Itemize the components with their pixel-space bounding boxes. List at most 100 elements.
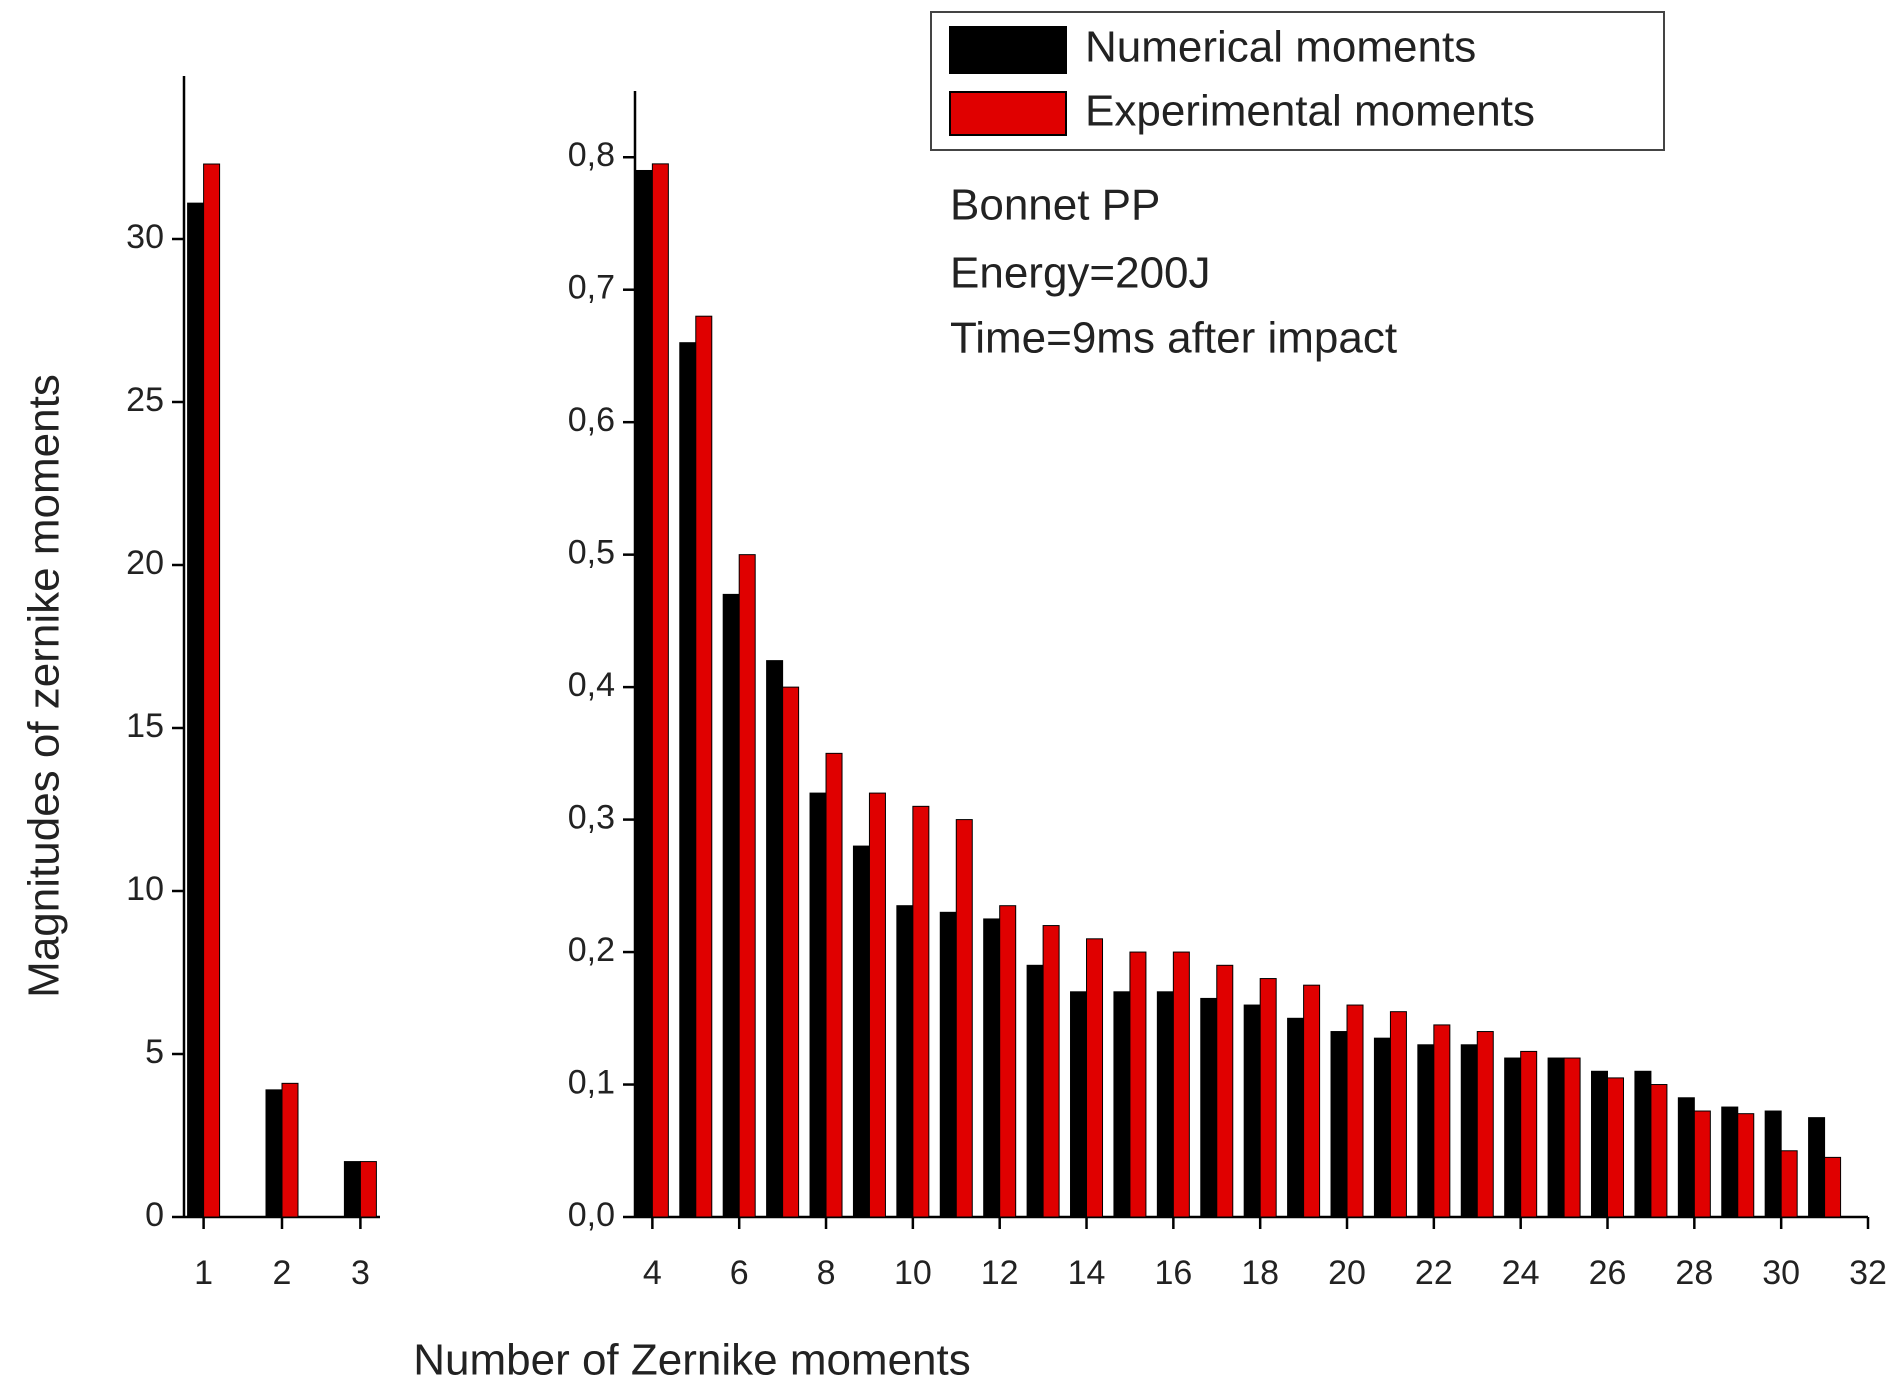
bar bbox=[1504, 1057, 1522, 1218]
bar bbox=[766, 660, 784, 1218]
bar bbox=[1259, 978, 1277, 1218]
x-tick-label: 1 bbox=[194, 1254, 213, 1292]
bar bbox=[1547, 1057, 1565, 1218]
bar bbox=[1591, 1070, 1609, 1218]
bar bbox=[896, 905, 914, 1218]
y-axis-label: Magnitudes of zernike moments bbox=[20, 374, 69, 998]
x-tick-label: 2 bbox=[273, 1254, 292, 1292]
bar bbox=[1721, 1106, 1739, 1218]
bar bbox=[1086, 938, 1104, 1218]
bar bbox=[1070, 991, 1088, 1218]
x-tick-label: 24 bbox=[1502, 1254, 1540, 1292]
x-tick-label: 4 bbox=[643, 1254, 662, 1292]
y-tick-label: 0,8 bbox=[568, 136, 615, 174]
bar bbox=[1764, 1110, 1782, 1218]
bar bbox=[1346, 1004, 1364, 1218]
bar bbox=[1243, 1004, 1261, 1218]
x-tick-label: 28 bbox=[1675, 1254, 1713, 1292]
bar bbox=[1303, 984, 1321, 1218]
annotation: Bonnet PP bbox=[950, 181, 1160, 230]
bar bbox=[1476, 1031, 1494, 1218]
bar bbox=[1780, 1150, 1798, 1218]
bar bbox=[343, 1161, 361, 1218]
bar bbox=[695, 315, 713, 1218]
bar bbox=[1172, 951, 1190, 1218]
bar bbox=[265, 1089, 283, 1218]
x-tick-label: 30 bbox=[1762, 1254, 1800, 1292]
y-tick-label: 15 bbox=[126, 707, 164, 745]
y-tick-label: 25 bbox=[126, 381, 164, 419]
bar bbox=[1389, 1011, 1407, 1218]
bar bbox=[635, 169, 653, 1218]
bar bbox=[1607, 1077, 1625, 1218]
x-tick-label: 22 bbox=[1415, 1254, 1453, 1292]
x-tick-label: 32 bbox=[1849, 1254, 1887, 1292]
bar bbox=[1520, 1050, 1538, 1218]
y-tick-label: 0,1 bbox=[568, 1064, 615, 1102]
bar bbox=[868, 792, 886, 1218]
legend-swatch bbox=[949, 91, 1067, 136]
bar bbox=[983, 918, 1001, 1218]
x-tick-label: 10 bbox=[894, 1254, 932, 1292]
legend-label: Numerical moments bbox=[1085, 23, 1476, 72]
bar bbox=[1677, 1097, 1695, 1218]
bar bbox=[955, 819, 973, 1218]
y-tick-label: 0,3 bbox=[568, 799, 615, 837]
bar bbox=[1460, 1044, 1478, 1218]
y-tick-label: 30 bbox=[126, 218, 164, 256]
bar bbox=[738, 554, 756, 1218]
y-tick-label: 10 bbox=[126, 870, 164, 908]
bar bbox=[1650, 1084, 1668, 1218]
x-tick-label: 16 bbox=[1154, 1254, 1192, 1292]
bar bbox=[852, 845, 870, 1218]
y-tick-label: 0 bbox=[145, 1196, 164, 1234]
legend-swatch bbox=[949, 26, 1067, 74]
bar bbox=[912, 805, 930, 1218]
y-tick-label: 0,6 bbox=[568, 401, 615, 439]
bar bbox=[1129, 951, 1147, 1218]
annotation: Time=9ms after impact bbox=[950, 314, 1397, 363]
legend-label: Experimental moments bbox=[1085, 87, 1535, 136]
bar bbox=[1287, 1017, 1305, 1218]
y-tick-label: 5 bbox=[145, 1033, 164, 1071]
bar bbox=[1563, 1057, 1581, 1218]
bar bbox=[782, 686, 800, 1218]
bar bbox=[1113, 991, 1131, 1218]
bar bbox=[1330, 1031, 1348, 1218]
bar bbox=[1808, 1117, 1826, 1218]
bar bbox=[1737, 1113, 1755, 1218]
x-tick-label: 6 bbox=[730, 1254, 749, 1292]
bar bbox=[1200, 997, 1218, 1218]
x-tick-label: 14 bbox=[1068, 1254, 1106, 1292]
bar bbox=[1156, 991, 1174, 1218]
x-tick-label: 20 bbox=[1328, 1254, 1366, 1292]
x-tick-label: 3 bbox=[351, 1254, 370, 1292]
bar bbox=[1634, 1070, 1652, 1218]
bar bbox=[722, 593, 740, 1218]
bar bbox=[999, 905, 1017, 1218]
y-tick-label: 20 bbox=[126, 544, 164, 582]
y-tick-label: 0,7 bbox=[568, 269, 615, 307]
bar bbox=[1216, 964, 1234, 1218]
bar bbox=[1433, 1024, 1451, 1218]
bar bbox=[651, 163, 669, 1218]
bar bbox=[1042, 925, 1060, 1218]
x-tick-label: 18 bbox=[1241, 1254, 1279, 1292]
bar bbox=[359, 1161, 377, 1218]
y-tick-label: 0,2 bbox=[568, 931, 615, 969]
x-axis-label: Number of Zernike moments bbox=[413, 1336, 971, 1385]
y-tick-label: 0,5 bbox=[568, 534, 615, 572]
y-tick-label: 0,0 bbox=[568, 1196, 615, 1234]
bar bbox=[939, 911, 957, 1218]
x-tick-label: 8 bbox=[817, 1254, 836, 1292]
bar bbox=[679, 342, 697, 1218]
bar bbox=[1693, 1110, 1711, 1218]
bar bbox=[1373, 1037, 1391, 1218]
bar bbox=[825, 752, 843, 1218]
bar bbox=[187, 202, 205, 1218]
bar bbox=[1026, 964, 1044, 1218]
y-tick-label: 0,4 bbox=[568, 666, 615, 704]
bar bbox=[1417, 1044, 1435, 1218]
bar bbox=[1824, 1156, 1842, 1218]
